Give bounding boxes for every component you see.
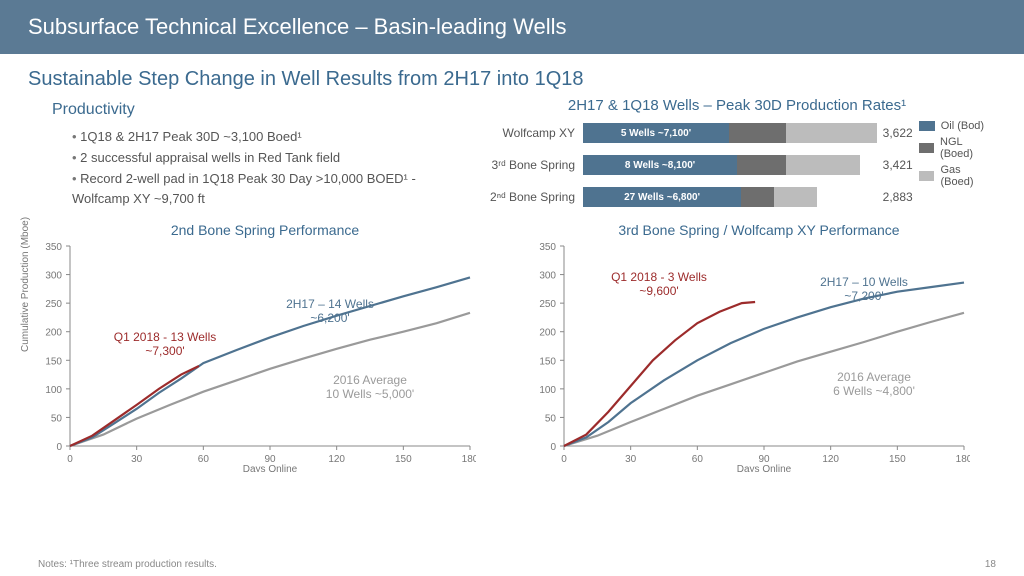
- svg-text:200: 200: [45, 328, 62, 339]
- svg-text:250: 250: [45, 299, 62, 310]
- legend-label: Oil (Bod): [941, 120, 984, 132]
- header-title: Subsurface Technical Excellence – Basin-…: [28, 14, 566, 39]
- legend-swatch: [919, 171, 935, 181]
- svg-text:2016 Average: 2016 Average: [333, 373, 407, 387]
- svg-text:120: 120: [328, 454, 345, 465]
- svg-text:0: 0: [561, 454, 567, 465]
- bar-seg-ngl: [737, 155, 786, 175]
- svg-text:100: 100: [539, 385, 556, 396]
- legend-swatch: [919, 143, 934, 153]
- slide-subtitle: Sustainable Step Change in Well Results …: [0, 54, 1024, 97]
- svg-text:30: 30: [131, 454, 143, 465]
- svg-text:Q1 2018 - 13 Wells: Q1 2018 - 13 Wells: [114, 330, 217, 344]
- right-chart-svg: 0501001502002503003500306090120150180Day…: [522, 240, 996, 477]
- bar-row: Wolfcamp XY5 Wells ~7,100' 3,622: [478, 120, 913, 146]
- svg-text:350: 350: [45, 242, 62, 253]
- bar-total: 3,622: [883, 126, 913, 140]
- bar-row-label: 2ⁿᵈ Bone Spring: [478, 190, 583, 204]
- left-chart-svg: 0501001502002503003500306090120150180Day…: [28, 240, 502, 477]
- right-chart: 3rd Bone Spring / Wolfcamp XY Performanc…: [522, 222, 996, 477]
- svg-text:50: 50: [545, 413, 557, 424]
- bullet-item: 2 successful appraisal wells in Red Tank…: [72, 148, 458, 169]
- bar-seg-ngl: [729, 123, 786, 143]
- svg-text:180: 180: [956, 454, 970, 465]
- svg-text:150: 150: [889, 454, 906, 465]
- svg-text:350: 350: [539, 242, 556, 253]
- slide-header: Subsurface Technical Excellence – Basin-…: [0, 0, 1024, 54]
- legend-label: Gas (Boed): [940, 164, 996, 188]
- svg-text:250: 250: [539, 299, 556, 310]
- bar-track: 27 Wells ~6,800': [583, 187, 877, 207]
- productivity-bullets: 1Q18 & 2H17 Peak 30D ~3,100 Boed¹2 succe…: [28, 127, 458, 210]
- svg-text:0: 0: [67, 454, 73, 465]
- line-charts-row: 2nd Bone Spring Performance Cumulative P…: [0, 216, 1024, 477]
- svg-text:300: 300: [539, 271, 556, 282]
- bar-total: 3,421: [883, 158, 913, 172]
- svg-text:~7,200': ~7,200': [844, 289, 883, 303]
- footnote: Notes: ¹Three stream production results.: [38, 559, 217, 570]
- peak-bar-chart: 2H17 & 1Q18 Wells – Peak 30D Production …: [478, 97, 996, 216]
- bar-row: 3ʳᵈ Bone Spring8 Wells ~8,100' 3,421: [478, 152, 913, 178]
- top-row: Productivity 1Q18 & 2H17 Peak 30D ~3,100…: [0, 97, 1024, 216]
- legend-item: Gas (Boed): [919, 164, 996, 188]
- bar-row: 2ⁿᵈ Bone Spring27 Wells ~6,800' 2,883: [478, 184, 913, 210]
- bar-row-label: Wolfcamp XY: [478, 126, 583, 140]
- svg-text:10 Wells ~5,000': 10 Wells ~5,000': [326, 387, 414, 401]
- svg-text:150: 150: [539, 356, 556, 367]
- svg-text:30: 30: [625, 454, 637, 465]
- svg-text:6 Wells ~4,800': 6 Wells ~4,800': [833, 384, 915, 398]
- legend-swatch: [919, 121, 935, 131]
- bullet-item: Record 2-well pad in 1Q18 Peak 30 Day >1…: [72, 169, 458, 211]
- bar-seg-gas: [774, 187, 817, 207]
- bar-track: 5 Wells ~7,100': [583, 123, 877, 143]
- productivity-title: Productivity: [28, 97, 458, 127]
- svg-text:Days Online: Days Online: [243, 464, 298, 472]
- bar-seg-oil: 27 Wells ~6,800': [583, 187, 741, 207]
- productivity-panel: Productivity 1Q18 & 2H17 Peak 30D ~3,100…: [28, 97, 458, 216]
- svg-text:0: 0: [550, 442, 556, 453]
- svg-text:180: 180: [462, 454, 476, 465]
- svg-text:100: 100: [45, 385, 62, 396]
- svg-text:~9,600': ~9,600': [639, 284, 678, 298]
- bar-legend: Oil (Bod) NGL (Boed) Gas (Boed): [919, 120, 996, 216]
- bar-seg-oil: 8 Wells ~8,100': [583, 155, 737, 175]
- svg-text:0: 0: [56, 442, 62, 453]
- y-axis-label: Cumulative Production (Mboe): [20, 217, 31, 352]
- footer: Notes: ¹Three stream production results.…: [38, 559, 996, 570]
- legend-label: NGL (Boed): [940, 136, 996, 160]
- page-number: 18: [985, 559, 996, 570]
- bar-row-label: 3ʳᵈ Bone Spring: [478, 158, 583, 172]
- legend-item: Oil (Bod): [919, 120, 996, 132]
- svg-text:2H17 – 14 Wells: 2H17 – 14 Wells: [286, 297, 374, 311]
- svg-text:~7,300': ~7,300': [145, 344, 184, 358]
- svg-text:150: 150: [45, 356, 62, 367]
- legend-item: NGL (Boed): [919, 136, 996, 160]
- bar-seg-gas: [786, 123, 877, 143]
- right-chart-title: 3rd Bone Spring / Wolfcamp XY Performanc…: [522, 222, 996, 238]
- left-chart-title: 2nd Bone Spring Performance: [28, 222, 502, 238]
- svg-text:~6,200': ~6,200': [310, 311, 349, 325]
- svg-text:2016 Average: 2016 Average: [837, 370, 911, 384]
- bar-total: 2,883: [883, 190, 913, 204]
- svg-text:Q1 2018 - 3 Wells: Q1 2018 - 3 Wells: [611, 270, 707, 284]
- svg-text:120: 120: [822, 454, 839, 465]
- svg-text:60: 60: [692, 454, 704, 465]
- svg-text:300: 300: [45, 271, 62, 282]
- bar-rows: Wolfcamp XY5 Wells ~7,100' 3,622 3ʳᵈ Bone …: [478, 120, 913, 216]
- left-chart: 2nd Bone Spring Performance Cumulative P…: [28, 222, 502, 477]
- bar-seg-oil: 5 Wells ~7,100': [583, 123, 729, 143]
- bar-track: 8 Wells ~8,100': [583, 155, 877, 175]
- svg-text:2H17 – 10 Wells: 2H17 – 10 Wells: [820, 275, 908, 289]
- svg-text:Days Online: Days Online: [737, 464, 792, 472]
- bar-seg-gas: [786, 155, 861, 175]
- bar-seg-ngl: [741, 187, 773, 207]
- svg-text:150: 150: [395, 454, 412, 465]
- bullet-item: 1Q18 & 2H17 Peak 30D ~3,100 Boed¹: [72, 127, 458, 148]
- svg-text:60: 60: [198, 454, 210, 465]
- peak-chart-title: 2H17 & 1Q18 Wells – Peak 30D Production …: [478, 97, 996, 114]
- svg-text:200: 200: [539, 328, 556, 339]
- svg-text:50: 50: [51, 413, 63, 424]
